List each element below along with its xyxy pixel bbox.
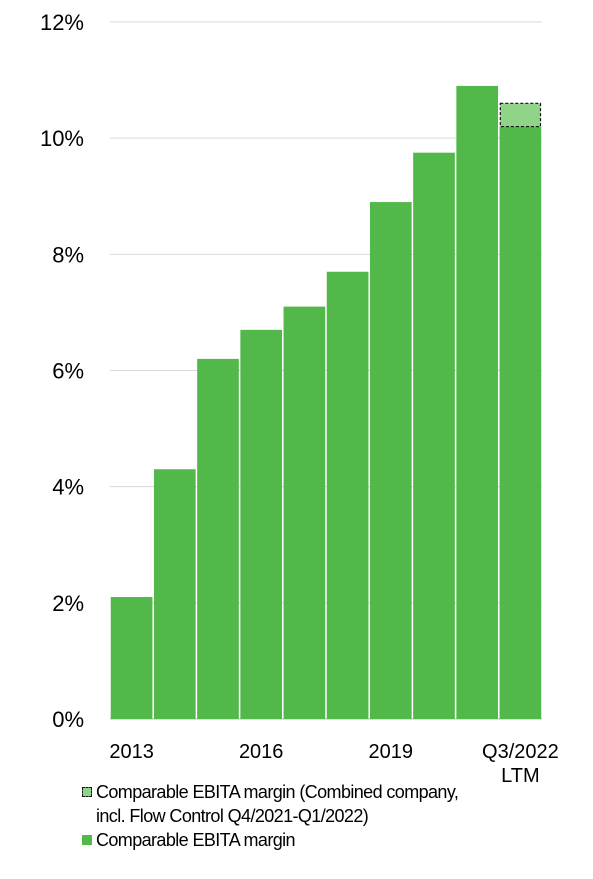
bar-2018 — [326, 271, 369, 719]
bar-2015 — [197, 358, 239, 719]
y-tick-label-1: 2% — [52, 591, 84, 616]
bar-2020 — [413, 152, 455, 719]
x-tick-label-6: 2019 — [369, 741, 414, 763]
x-tick-label-line2: LTM — [501, 765, 540, 787]
legend: Comparable EBITA margin (Combined compan… — [82, 780, 582, 852]
y-tick-label-2: 4% — [52, 475, 84, 500]
legend-swatch-solid — [82, 835, 92, 845]
legend-swatch-combined — [82, 787, 92, 797]
x-tick-label-9: Q3/2022 — [482, 741, 559, 763]
legend-label-combined: Comparable EBITA margin (Combined compan… — [96, 780, 459, 828]
legend-label-solid: Comparable EBITA margin — [96, 830, 296, 850]
legend-item-solid: Comparable EBITA margin — [82, 828, 582, 852]
y-tick-label-6: 12% — [40, 10, 84, 35]
bar-combined-q3-2022-ltm — [499, 102, 542, 128]
x-tick-label-0: 2013 — [109, 741, 154, 763]
legend-label-combined-line2: incl. Flow Control Q4/2021-Q1/2022) — [96, 806, 369, 826]
y-tick-label-4: 8% — [52, 242, 84, 267]
legend-item-combined: Comparable EBITA margin (Combined compan… — [82, 780, 582, 828]
bar-q3-2022-ltm — [499, 126, 542, 720]
bar-2021 — [456, 85, 499, 720]
bar-2019 — [369, 202, 412, 719]
bar-2013 — [110, 597, 153, 719]
bar-2016 — [240, 329, 283, 719]
bars — [110, 85, 542, 720]
x-tick-label-3: 2016 — [239, 741, 284, 763]
legend-label-combined-line1: Comparable EBITA margin (Combined compan… — [96, 782, 459, 802]
y-tick-label-3: 6% — [52, 359, 84, 384]
y-axis-tick-labels: 0% 2% 4% 6% 8% 10% 12% — [40, 10, 84, 732]
bar-2017 — [283, 306, 326, 719]
bar-2014 — [153, 469, 196, 719]
y-tick-label-0: 0% — [52, 707, 84, 732]
y-tick-label-5: 10% — [40, 126, 84, 151]
